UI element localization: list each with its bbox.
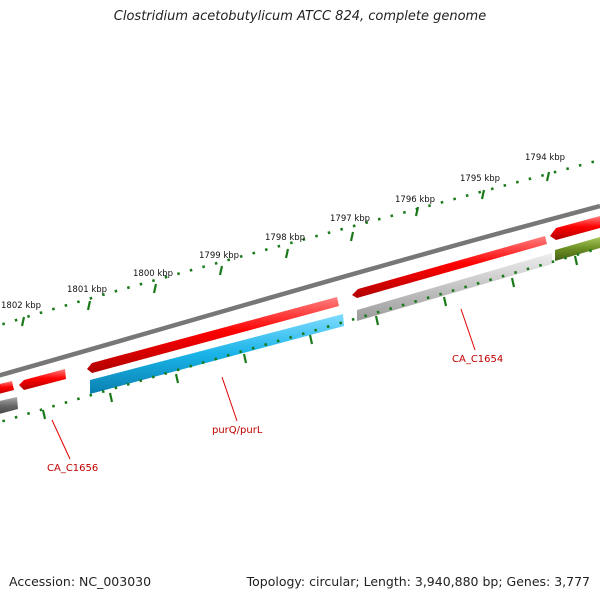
inner-major-tick [174,373,180,384]
outer-major-tick [20,316,26,327]
reverse-strand-genes [0,237,600,414]
forward-gene-left-edge [0,381,14,394]
ruler-label-1795: 1795 kbp [460,174,500,184]
outer-major-tick [152,283,158,294]
forward-gene-1655 [352,236,547,298]
ruler-label-1796: 1796 kbp [395,195,435,205]
genome-backbone [0,203,600,378]
outer-major-tick [218,265,224,276]
outer-major-tick [545,171,551,182]
outer-ruler-major-ticks [20,171,551,327]
outer-major-tick [284,248,290,259]
inner-major-tick [308,334,314,345]
inner-major-tick [442,296,448,307]
leader-CA_C1656 [51,419,71,460]
leader-CA_C1654 [460,308,476,351]
inner-ruler-dots [0,246,600,424]
inner-major-tick [108,392,114,403]
reverse-gene-CA_C1654 [357,253,552,321]
inner-major-tick [573,255,579,266]
outer-major-tick [414,206,420,217]
reverse-gene-purQ-purL [90,314,344,394]
reverse-gene-left-dark [0,397,18,414]
outer-ruler: 1794 kbp 1795 kbp 1796 kbp 1797 kbp 1798… [0,153,600,327]
gene-label-CA_C1656[interactable]: CA_C1656 [47,463,98,474]
forward-gene-CA_C1656 [19,369,66,390]
inner-major-tick [242,353,248,364]
inner-ruler [0,246,600,424]
inner-major-tick [374,315,380,326]
gene-label-CA_C1654[interactable]: CA_C1654 [452,354,503,365]
leader-purQ-purL [221,376,238,422]
ruler-label-1800: 1800 kbp [133,269,173,279]
ruler-label-1799: 1799 kbp [199,251,239,261]
inner-major-tick [510,277,516,288]
genome-info-label: Topology: circular; Length: 3,940,880 bp… [246,574,590,589]
ruler-label-1794: 1794 kbp [525,153,565,163]
outer-major-tick [480,189,486,200]
ruler-label-1802: 1802 kbp [1,301,41,311]
gene-labels: CA_C1654 purQ/purL CA_C1656 [47,354,503,474]
map-title: Clostridium acetobutylicum ATCC 824, com… [113,9,487,24]
inner-major-tick [41,409,47,420]
gene-label-purQ-purL[interactable]: purQ/purL [212,425,263,436]
accession-label: Accession: NC_003030 [9,574,152,589]
outer-major-tick [349,231,355,242]
forward-gene-purQ [87,297,339,373]
outer-major-tick [86,300,92,311]
ruler-label-1797: 1797 kbp [330,214,370,224]
ruler-label-1798: 1798 kbp [265,233,305,243]
outer-ruler-labels: 1794 kbp 1795 kbp 1796 kbp 1797 kbp 1798… [1,153,565,311]
forward-gene-right-edge [550,216,600,240]
gene-label-leaders [51,308,476,460]
inner-ruler-major-ticks [41,255,579,420]
forward-strand-genes [0,216,600,394]
reverse-gene-green [555,237,600,261]
ruler-label-1801: 1801 kbp [67,285,107,295]
